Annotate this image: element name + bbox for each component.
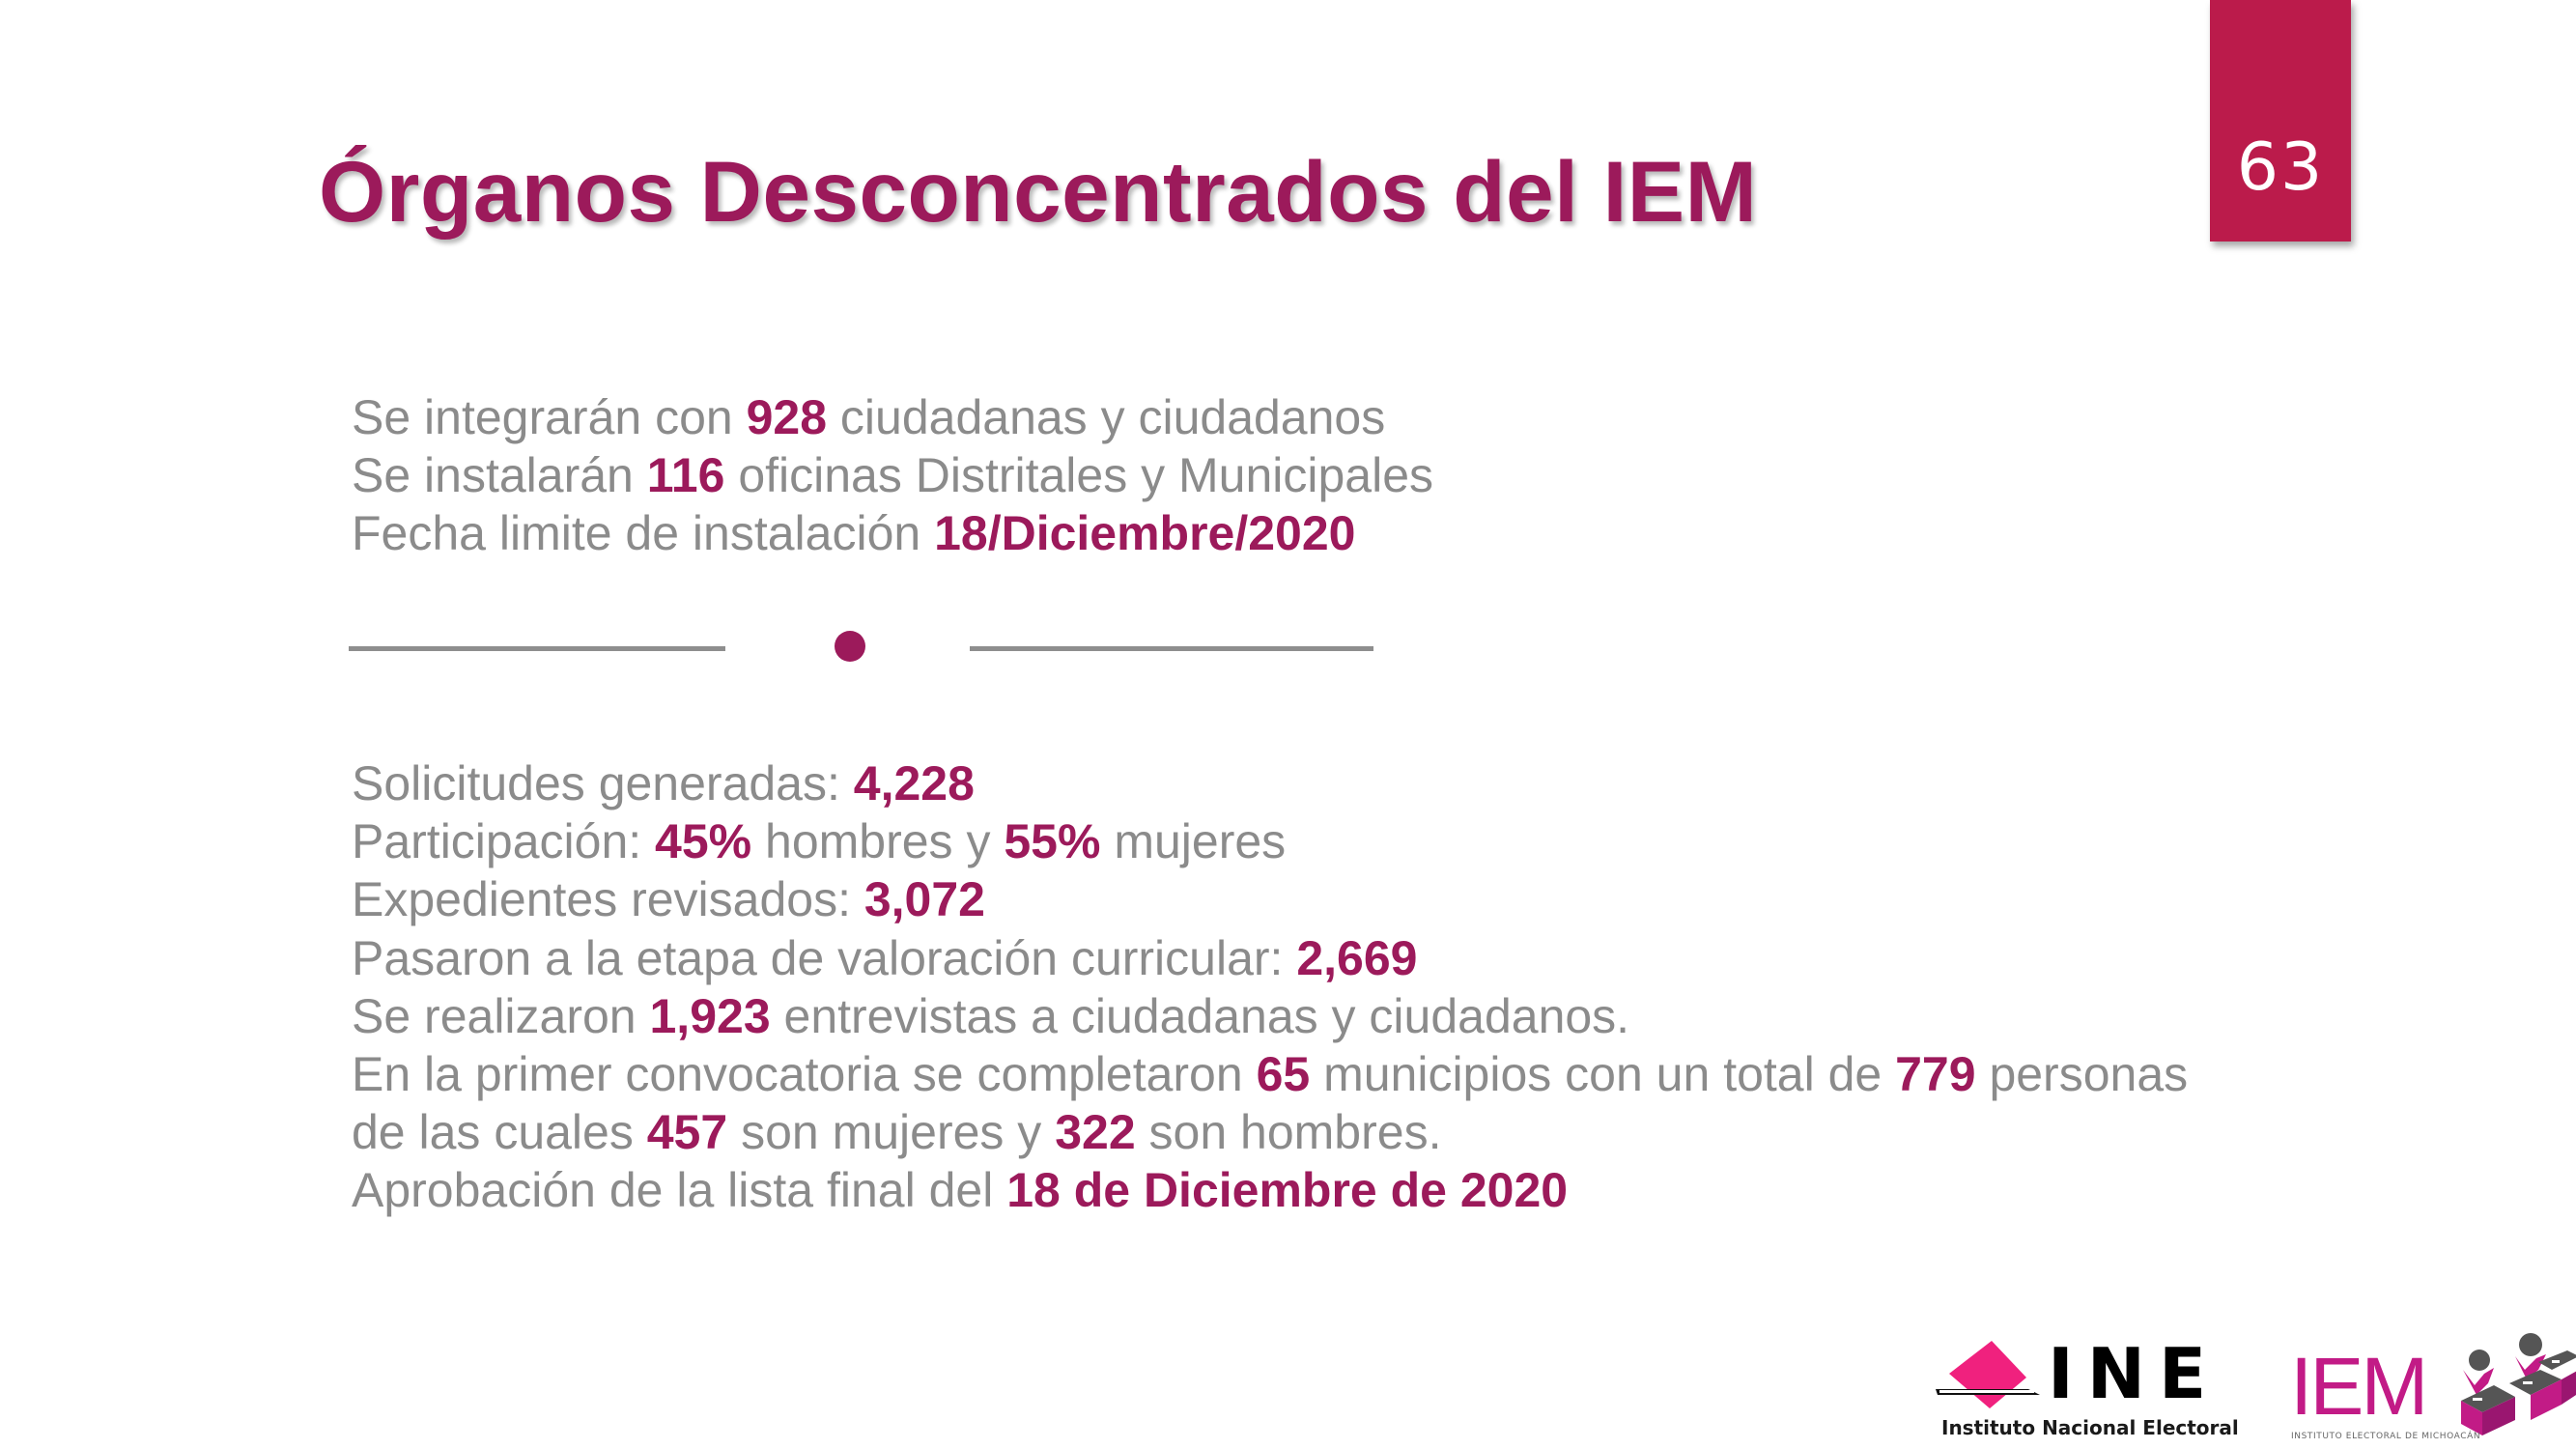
summary-text: oficinas Distritales y Municipales [724,448,1434,503]
detail-label: Expedientes revisados: [352,872,864,927]
detail-text: entrevistas a ciudadanas y ciudadanos. [770,988,1630,1043]
slide-title: Órganos Desconcentrados del IEM [319,143,1758,240]
voters-ballot-boxes-icon [2461,1333,2576,1435]
highlight-value: 18 de Diciembre de 2020 [1006,1163,1569,1218]
ine-name: Instituto Nacional Electoral [1941,1416,2239,1439]
detail-text: son mujeres y [727,1105,1056,1160]
detail-label: Aprobación de la lista final del [352,1163,1007,1218]
detail-valoracion: Pasaron a la etapa de valoración curricu… [352,929,2188,987]
summary-text: Fecha limite de instalación [352,506,935,561]
highlight-value: 779 [1895,1047,1976,1102]
highlight-value: 116 [646,448,725,503]
highlight-value: 18/Diciembre/2020 [934,506,1356,561]
highlight-value: 1,923 [649,988,771,1043]
highlight-value: 2,669 [1296,930,1418,985]
detail-text: Se realizaron [352,988,650,1043]
divider-dot-icon [835,631,865,662]
detail-solicitudes: Solicitudes generadas: 4,228 [352,754,2188,812]
summary-line-integracion: Se integrarán con 928 ciudadanas y ciuda… [352,388,1433,446]
detail-text: de las cuales [352,1105,647,1160]
page-number-badge: 63 [2210,0,2351,242]
details-block: Solicitudes generadas: 4,228 Participaci… [352,754,2188,1220]
ine-logo: INE Instituto Nacional Electoral [1932,1335,2265,1443]
highlight-value: 322 [1055,1105,1136,1160]
detail-expedientes: Expedientes revisados: 3,072 [352,870,2188,928]
summary-text: Se instalarán [352,448,647,503]
divider-left-line [349,646,725,651]
detail-label: Participación: [352,814,656,869]
detail-label: Solicitudes generadas: [352,756,854,810]
detail-text: En la primer convocatoria se completaron [352,1047,1257,1102]
detail-entrevistas: Se realizaron 1,923 entrevistas a ciudad… [352,987,2188,1045]
iem-logo: IEM INSTITUTO ELECTORAL DE MICHOACÁN [2279,1323,2576,1447]
page-number: 63 [2236,129,2325,206]
summary-text: Se integrarán con [352,390,747,444]
ballot-box-icon [1936,1341,2040,1408]
highlight-value: 45% [655,814,752,869]
detail-text: municipios con un total de [1310,1047,1896,1102]
summary-block: Se integrarán con 928 ciudadanas y ciuda… [352,388,1433,563]
detail-text: hombres y [751,814,1005,869]
highlight-value: 65 [1256,1047,1311,1102]
highlight-value: 3,072 [863,872,985,927]
summary-line-oficinas: Se instalarán 116 oficinas Distritales y… [352,446,1433,504]
detail-text: personas [1975,1047,2189,1102]
detail-label: Pasaron a la etapa de valoración curricu… [352,930,1297,985]
summary-text: ciudadanas y ciudadanos [827,390,1386,444]
detail-text: mujeres [1100,814,1287,869]
detail-aprobacion: Aprobación de la lista final del 18 de D… [352,1161,2188,1219]
iem-name: INSTITUTO ELECTORAL DE MICHOACÁN [2291,1432,2481,1441]
highlight-value: 4,228 [853,756,975,810]
detail-convocatoria: En la primer convocatoria se completaron… [352,1045,2188,1103]
detail-participacion: Participación: 45% hombres y 55% mujeres [352,812,2188,870]
divider-right-line [970,646,1373,651]
detail-desglose: de las cuales 457 son mujeres y 322 son … [352,1103,2188,1161]
highlight-value: 928 [746,390,828,444]
detail-text: son hombres. [1135,1105,1442,1160]
highlight-value: 457 [646,1105,728,1160]
summary-line-fecha: Fecha limite de instalación 18/Diciembre… [352,504,1433,562]
ine-wordmark: INE [2048,1333,2221,1414]
highlight-value: 55% [1004,814,1101,869]
iem-wordmark: IEM [2290,1341,2428,1432]
